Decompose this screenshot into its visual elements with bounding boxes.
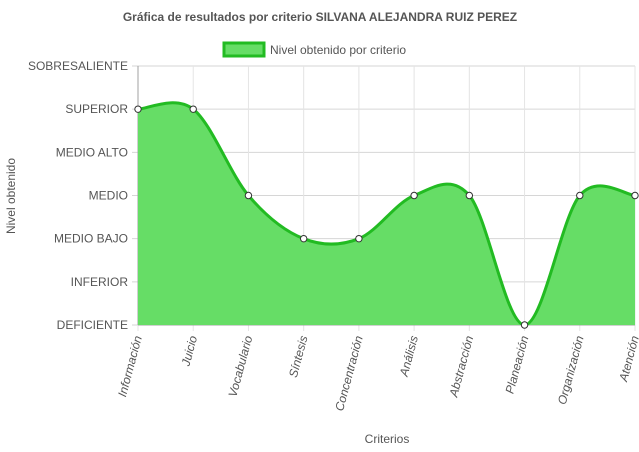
y-tick-label: INFERIOR xyxy=(71,275,129,289)
data-point[interactable] xyxy=(299,234,308,243)
x-tick-label: Juicio xyxy=(178,334,200,369)
y-tick-label: DEFICIENTE xyxy=(57,318,128,332)
data-points xyxy=(134,105,639,329)
legend[interactable]: Nivel obtenido por criterio xyxy=(222,41,406,58)
data-point[interactable] xyxy=(410,191,418,200)
data-point[interactable] xyxy=(465,191,474,200)
y-tick-label: SUPERIOR xyxy=(65,102,128,116)
x-tick-label: Información xyxy=(115,334,145,398)
x-tick-label: Organización xyxy=(555,334,587,406)
x-axis-title: Criterios xyxy=(365,432,410,446)
legend-label: Nivel obtenido por criterio xyxy=(270,43,406,57)
series-area-fill xyxy=(138,102,635,325)
series-area xyxy=(137,101,636,327)
x-tick-label: Abstracción xyxy=(446,334,476,399)
y-axis-ticks: DEFICIENTE INFERIOR MEDIO BAJO MEDIO MEDIO A… xyxy=(28,59,128,332)
data-point[interactable] xyxy=(576,191,584,200)
y-tick-label: MEDIO ALTO xyxy=(56,145,128,159)
legend-swatch xyxy=(222,41,266,58)
x-tick-label: Planeación xyxy=(503,334,532,395)
x-tick-label: Análisis xyxy=(397,334,421,379)
data-point[interactable] xyxy=(355,234,363,243)
x-tick-label: Atención xyxy=(616,334,639,384)
chart-title: Gráfica de resultados por criterio SILVA… xyxy=(123,10,517,24)
x-tick-label: Síntesis xyxy=(286,334,311,379)
y-tick-label: SOBRESALIENTE xyxy=(28,59,128,73)
x-axis-ticks: Información Juicio Vocabulario Síntesis Conc… xyxy=(115,334,639,413)
x-tick-label: Concentración xyxy=(332,334,366,413)
data-point[interactable] xyxy=(189,105,197,113)
y-tick-label: MEDIO xyxy=(89,189,128,203)
x-tick-label: Vocabulario xyxy=(226,334,256,399)
data-point[interactable] xyxy=(631,191,639,200)
y-axis-title: Nivel obtenido xyxy=(4,158,18,234)
data-point[interactable] xyxy=(134,105,142,113)
y-tick-label: MEDIO BAJO xyxy=(54,232,128,246)
data-point[interactable] xyxy=(520,321,529,329)
data-point[interactable] xyxy=(244,191,253,200)
